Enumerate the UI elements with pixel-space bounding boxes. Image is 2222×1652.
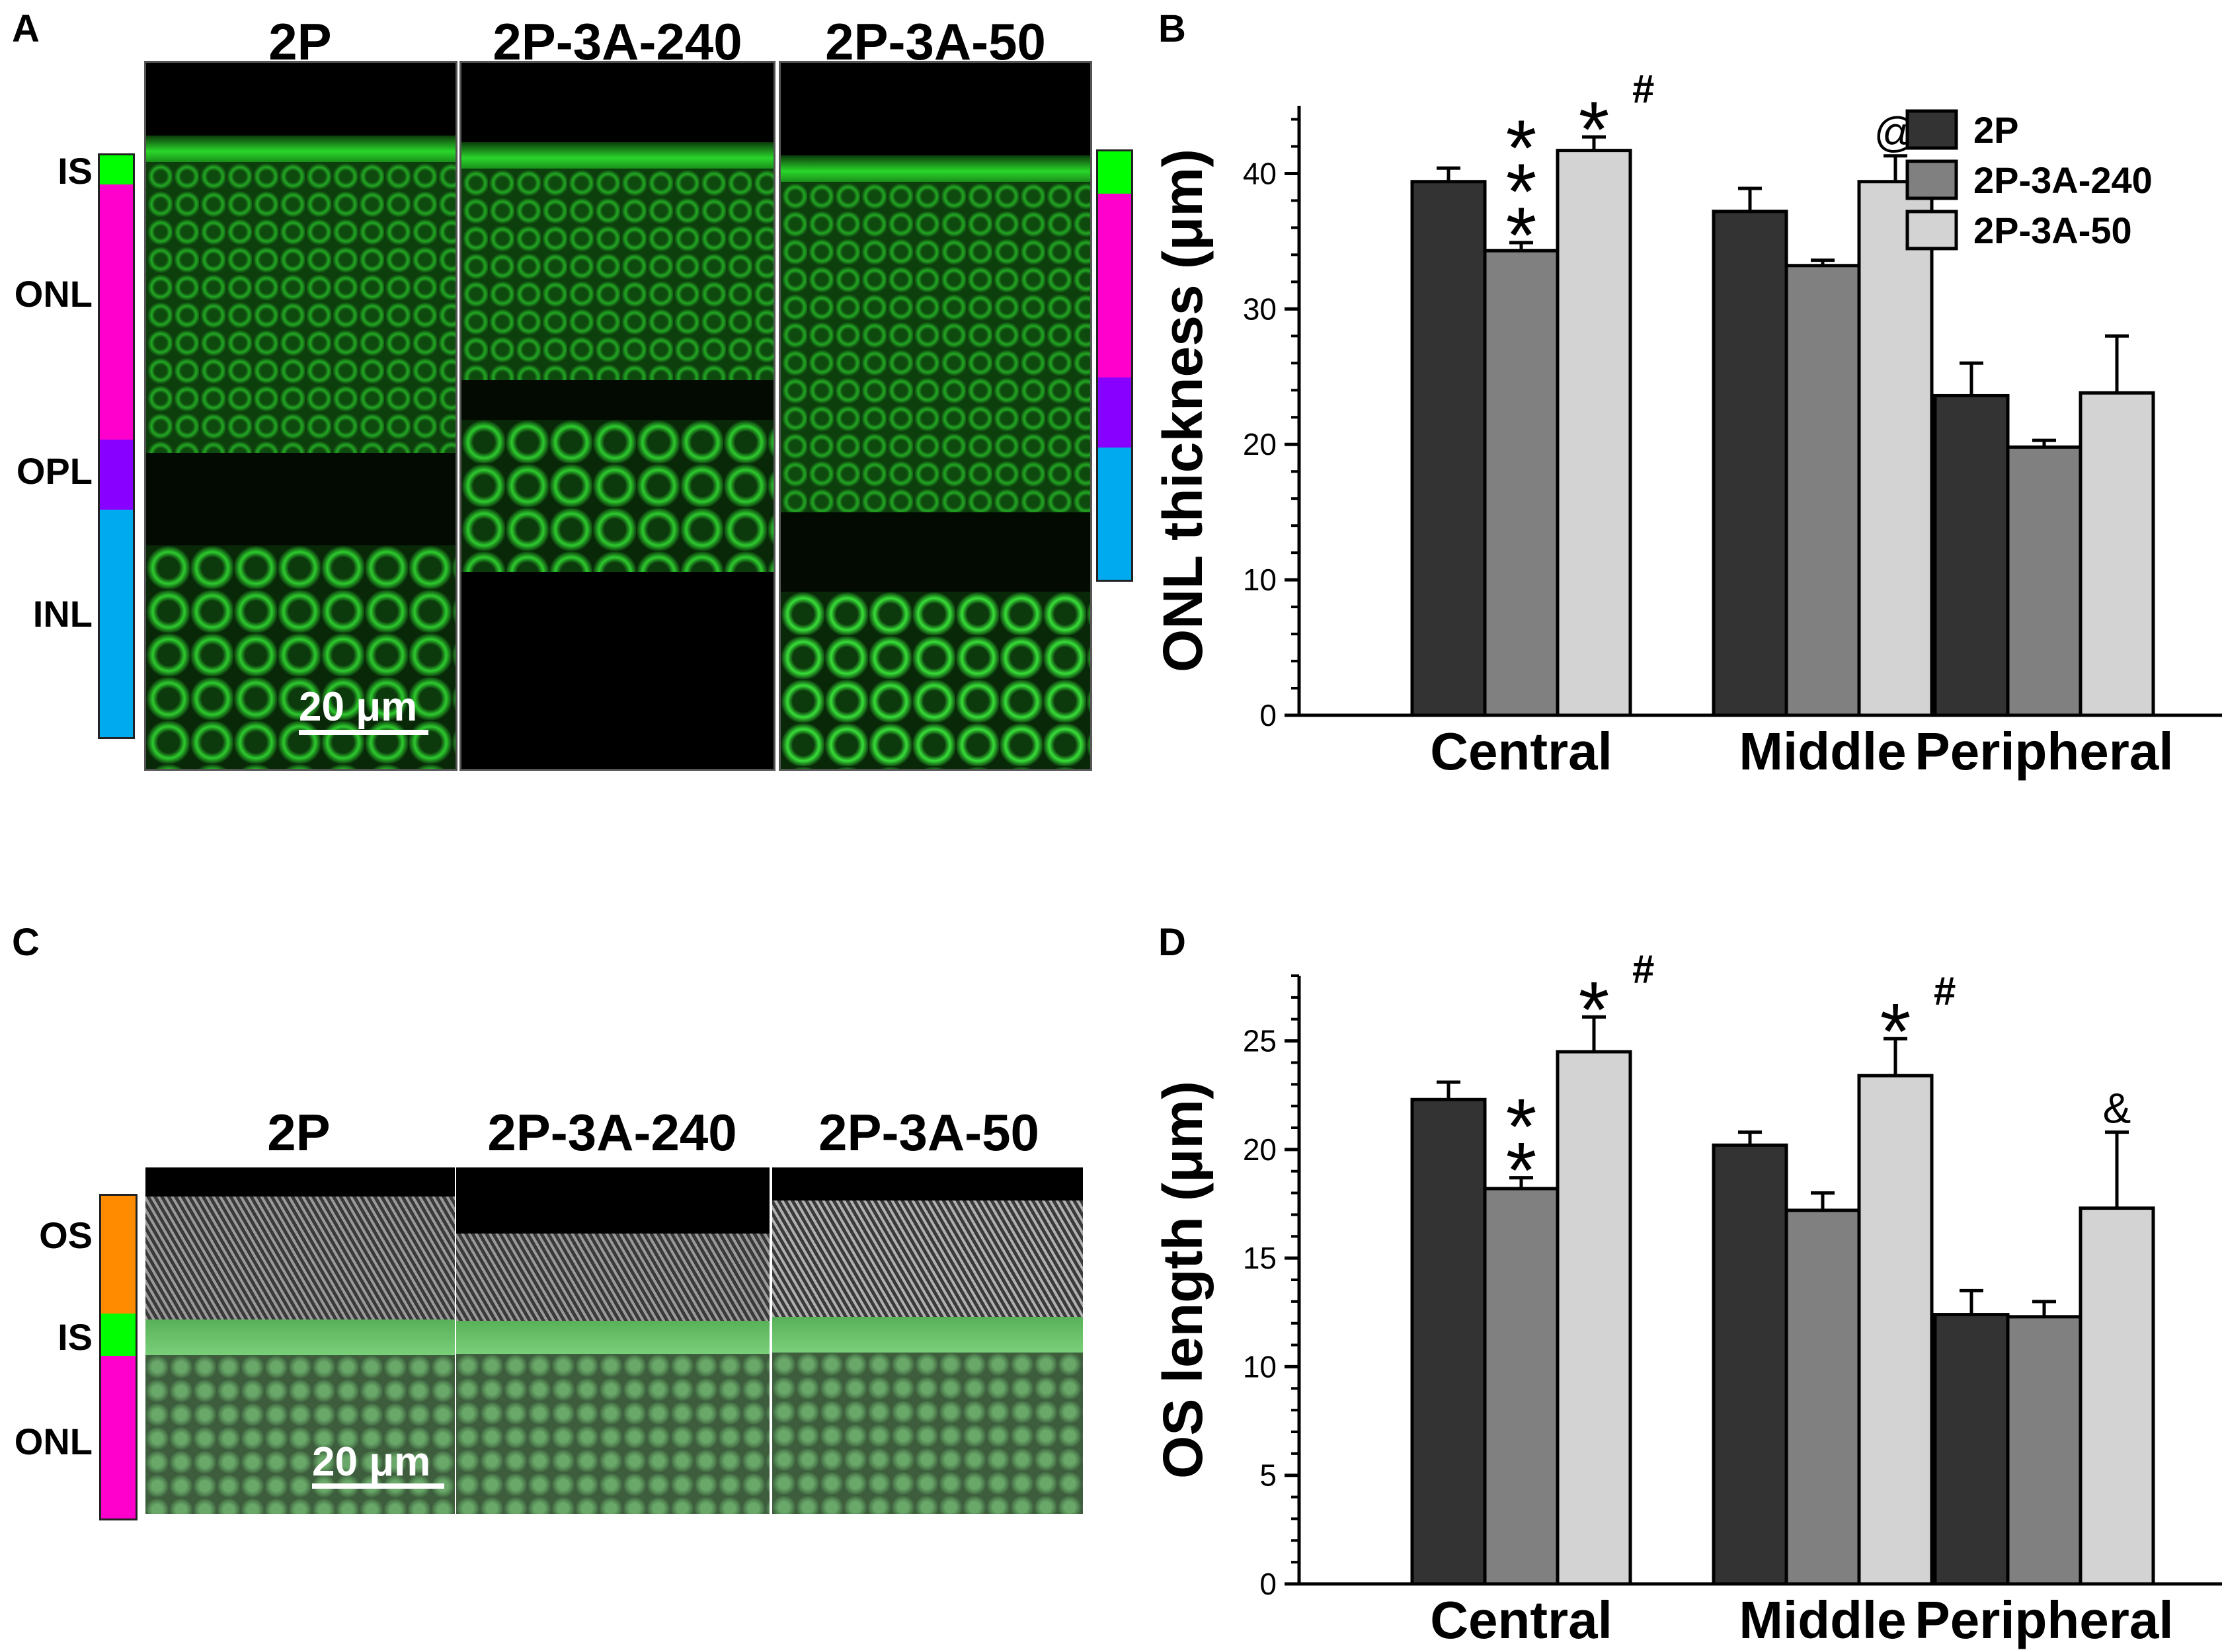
- layer-colorbar-right: [1096, 149, 1133, 582]
- legend-label: 2P-3A-50: [1973, 210, 2132, 251]
- bar: [1410, 1097, 1487, 1586]
- y-tick-label: 10: [1243, 1349, 1277, 1384]
- bar: [1933, 393, 2010, 717]
- bar: [1556, 1050, 1632, 1586]
- significance-mark: *: [1880, 987, 1911, 1076]
- bar: [1556, 149, 1632, 717]
- x-category-label: Peripheral: [1915, 1591, 2173, 1649]
- significance-mark: *: [1579, 85, 1610, 174]
- bar: [2006, 1315, 2083, 1586]
- y-tick-label: 30: [1243, 292, 1277, 326]
- colorbar-c-is: [101, 1314, 136, 1356]
- colorbar-c-os: [101, 1196, 136, 1314]
- y-tick-label: 20: [1243, 1132, 1277, 1167]
- legend-swatch: [1905, 109, 1958, 150]
- layer-colorbar-c: [99, 1194, 138, 1520]
- y-tick-label: 25: [1243, 1024, 1277, 1058]
- y-tick-label: 15: [1243, 1241, 1277, 1275]
- bar: [1483, 1187, 1560, 1586]
- significance-mark: *: [1506, 1083, 1537, 1171]
- layer-label-os: OS: [39, 1214, 93, 1256]
- panel-letter-c: C: [12, 921, 40, 964]
- legend-swatch: [1905, 210, 1958, 251]
- bar: [1784, 264, 1861, 717]
- image-title-c-2p-3a-240: 2P-3A-240: [487, 1103, 737, 1161]
- scalebar-c: [312, 1483, 444, 1489]
- y-tick-label: 5: [1259, 1458, 1277, 1493]
- significance-mark: *: [1506, 147, 1537, 236]
- bar: [1784, 1208, 1861, 1586]
- colorbar-segment-opl: [100, 440, 133, 510]
- chart-d-svg: 0 5 10 15 20 25 OS length (μm) Central Middle Per…: [1152, 947, 2222, 1649]
- panel-letter-b: B: [1158, 7, 1186, 50]
- micrograph-c-2p: [145, 1167, 455, 1514]
- layer-colorbar-left: [98, 153, 135, 739]
- significance-mark: *: [1506, 191, 1537, 280]
- layer-label-c-is: IS: [58, 1316, 93, 1358]
- bar: [1712, 1143, 1788, 1586]
- significance-mark: *: [1506, 104, 1537, 192]
- significance-mark: #: [1934, 968, 1956, 1013]
- significance-mark: *: [1506, 1126, 1537, 1215]
- bar: [1483, 249, 1560, 717]
- bar: [2006, 445, 2083, 717]
- micrograph-a-2p-3a-240: [459, 61, 775, 771]
- bar: [2079, 1206, 2155, 1586]
- significance-mark: #: [1632, 947, 1654, 991]
- y-tick-label: 20: [1243, 427, 1277, 461]
- y-axis-label: ONL thickness (μm): [1152, 149, 1214, 672]
- image-title-c-2p-3a-50: 2P-3A-50: [818, 1103, 1039, 1161]
- layer-label-c-onl: ONL: [14, 1421, 93, 1462]
- panel-letter-d: D: [1158, 921, 1186, 964]
- layer-label-opl: OPL: [16, 450, 93, 492]
- x-category-label: Central: [1430, 1591, 1612, 1649]
- significance-mark: *: [1579, 965, 1610, 1054]
- significance-mark: #: [1632, 67, 1654, 111]
- colorbar-right-inl: [1098, 448, 1131, 580]
- y-tick-label: 0: [1259, 698, 1277, 732]
- bar: [1857, 180, 1934, 717]
- y-tick-label: 40: [1243, 156, 1277, 190]
- layer-label-is: IS: [58, 150, 93, 192]
- bar: [1857, 1074, 1934, 1586]
- scalebar-label-c: 20 μm: [312, 1439, 431, 1485]
- colorbar-segment-onl: [100, 184, 133, 440]
- panel-letter-a: A: [12, 7, 40, 50]
- x-category-label: Middle: [1739, 722, 1906, 781]
- layer-label-inl: INL: [32, 593, 93, 635]
- image-title-c-2p: 2P: [267, 1103, 331, 1161]
- x-category-label: Middle: [1739, 1591, 1906, 1649]
- chart-b-svg: 0 10 20 30 40 ONL thickness (μm) Central Middle…: [1152, 67, 2222, 781]
- y-tick-label: 10: [1243, 563, 1277, 597]
- legend-label: 2P-3A-240: [1973, 159, 2153, 201]
- layer-label-onl: ONL: [14, 273, 93, 315]
- bar: [1933, 1313, 2010, 1586]
- micrograph-c-2p-3a-50: [772, 1167, 1083, 1514]
- colorbar-right-onl: [1098, 194, 1131, 377]
- colorbar-right-is: [1098, 151, 1131, 194]
- significance-mark: &: [2103, 1085, 2131, 1132]
- bar: [2079, 391, 2155, 717]
- legend-swatch: [1905, 159, 1958, 200]
- micrograph-a-2p: [144, 61, 457, 771]
- micrograph-c-2p-3a-240: [456, 1167, 770, 1514]
- colorbar-segment-is: [100, 155, 133, 184]
- scalebar-label-a: 20 μm: [299, 684, 418, 730]
- legend-label: 2P: [1973, 109, 2019, 151]
- x-category-label: Central: [1430, 722, 1612, 781]
- colorbar-c-onl: [101, 1356, 136, 1518]
- y-tick-label: 0: [1259, 1567, 1277, 1601]
- bar: [1712, 210, 1788, 717]
- bar: [1410, 180, 1487, 717]
- colorbar-right-opl: [1098, 377, 1131, 448]
- micrograph-a-2p-3a-50: [779, 61, 1092, 771]
- x-category-label: Peripheral: [1915, 722, 2173, 781]
- scalebar-a: [299, 730, 428, 735]
- y-axis-label: OS length (μm): [1152, 1081, 1214, 1479]
- colorbar-segment-inl: [100, 510, 133, 737]
